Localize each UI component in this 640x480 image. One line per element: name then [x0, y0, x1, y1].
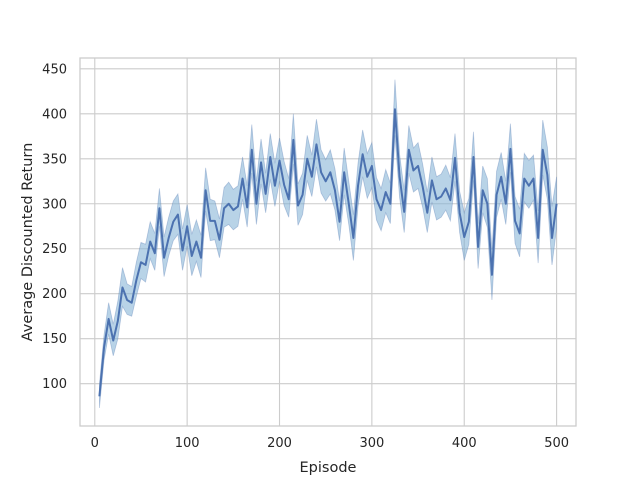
x-tick-label: 500 — [544, 436, 569, 451]
y-tick-label: 200 — [42, 287, 67, 302]
x-axis-label: Episode — [300, 460, 357, 476]
x-tick-label: 400 — [452, 436, 477, 451]
x-tick-label: 200 — [267, 436, 292, 451]
x-tick-label: 0 — [91, 436, 99, 451]
y-tick-label: 150 — [42, 332, 67, 347]
y-tick-label: 400 — [42, 107, 67, 122]
x-tick-label: 100 — [175, 436, 200, 451]
y-tick-label: 100 — [42, 377, 67, 392]
plot-frame — [79, 57, 577, 427]
y-axis-label: Average Discounted Return — [20, 143, 36, 342]
y-tick-label: 250 — [42, 242, 67, 257]
y-tick-label: 300 — [42, 197, 67, 212]
x-tick-labels: 0 100 200 300 400 500 — [91, 436, 569, 451]
y-tick-labels: 100 150 200 250 300 350 400 450 — [42, 62, 67, 392]
y-tick-label: 350 — [42, 152, 67, 167]
mean-return-line — [98, 108, 558, 397]
y-tick-label: 450 — [42, 62, 67, 77]
x-tick-label: 300 — [359, 436, 384, 451]
